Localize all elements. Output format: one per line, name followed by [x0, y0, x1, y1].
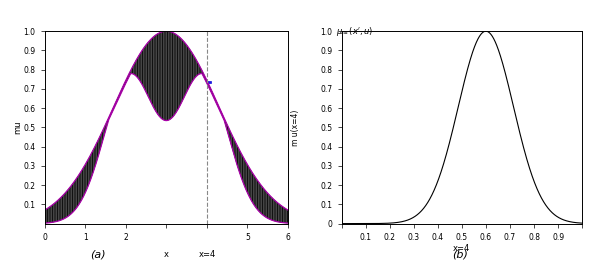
- Bar: [207, 81, 211, 83]
- Text: (a): (a): [90, 249, 106, 259]
- X-axis label: x=4: x=4: [453, 244, 470, 254]
- Text: m u(x=4): m u(x=4): [291, 109, 301, 146]
- Text: x=4: x=4: [198, 250, 216, 259]
- Y-axis label: mu: mu: [13, 121, 22, 134]
- Text: (b): (b): [453, 249, 468, 259]
- Text: x: x: [164, 250, 169, 259]
- Text: $\mu_{\approx}(x',u)$: $\mu_{\approx}(x',u)$: [336, 25, 373, 38]
